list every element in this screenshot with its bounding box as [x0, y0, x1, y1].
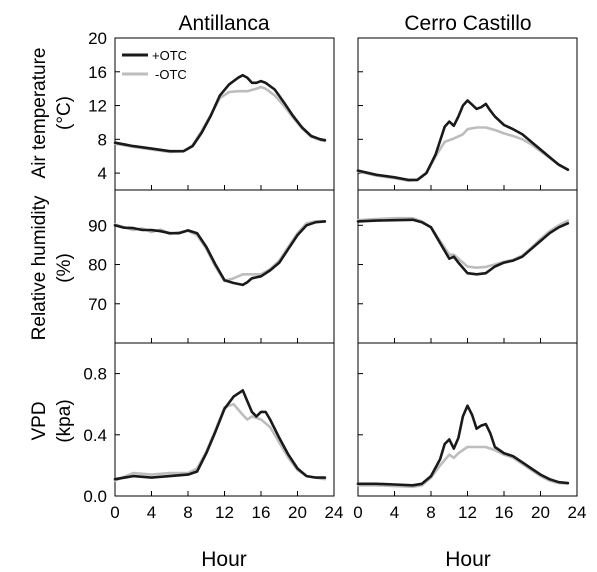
- series-line-plus-otc-r0c1: [356, 99, 570, 182]
- legend-label-plus-otc: +OTC: [152, 48, 187, 63]
- x-tick-label-r2c1-2: 8: [426, 503, 435, 522]
- x-tick-label-r2c0-0: 0: [110, 503, 119, 522]
- y-tick-label-r2c0-2: 0.8: [83, 365, 107, 384]
- y-tick-label-r0c0-4: 20: [88, 29, 107, 48]
- series-line-minus-otc-r2c1: [356, 445, 570, 489]
- x-tick-label-r2c0-4: 16: [252, 503, 271, 522]
- series-line-plus-otc-r1c0: [113, 220, 327, 287]
- x-tick-label-r2c1-0: 0: [353, 503, 362, 522]
- panel-frame-r0c1: [357, 37, 578, 191]
- ylabel-air-temperature: Air temperature: [29, 48, 50, 179]
- column-title-cerro-castillo: Cerro Castillo: [404, 12, 531, 35]
- y-tick-label-r0c0-2: 12: [88, 97, 107, 116]
- column-title-antillanca: Antillanca: [178, 12, 269, 35]
- ylabel-air-temperature-unit: (°C): [54, 96, 75, 130]
- panel-frame-r1c0: [114, 189, 335, 344]
- xlabel-hour-left: Hour: [201, 548, 247, 571]
- series-line-plus-otc-r2c1: [356, 404, 570, 487]
- xlabel-hour-right: Hour: [445, 548, 491, 571]
- ylabel-relative-humidity-unit: (%): [54, 253, 75, 283]
- y-tick-label-r2c0-0: 0.0: [83, 487, 107, 506]
- series-line-plus-otc-r1c1: [356, 218, 570, 276]
- panel-frame-r2c1: [357, 342, 578, 497]
- y-tick-label-r0c0-3: 16: [88, 63, 107, 82]
- series-line-plus-otc-r0c0: [113, 73, 327, 153]
- legend-label-minus-otc: -OTC: [155, 67, 187, 82]
- x-tick-label-r2c1-3: 12: [458, 503, 477, 522]
- x-tick-label-r2c0-1: 4: [147, 503, 156, 522]
- series-line-plus-otc-r2c0: [113, 389, 327, 481]
- legend: +OTC -OTC: [122, 48, 187, 82]
- x-tick-label-r2c1-1: 4: [390, 503, 399, 522]
- y-tick-label-r1c0-0: 70: [88, 295, 107, 314]
- x-tick-label-r2c0-3: 12: [215, 503, 234, 522]
- ylabel-vpd-unit: (kpa): [54, 399, 75, 442]
- x-tick-label-r2c0-6: 24: [325, 503, 344, 522]
- ylabel-vpd: VPD: [29, 401, 50, 440]
- y-tick-label-r1c0-1: 80: [88, 256, 107, 275]
- x-tick-label-r2c1-4: 16: [495, 503, 514, 522]
- x-tick-label-r2c1-5: 20: [531, 503, 550, 522]
- series-line-minus-otc-r2c0: [113, 402, 327, 482]
- x-tick-label-r2c0-2: 8: [183, 503, 192, 522]
- y-tick-label-r2c0-1: 0.4: [83, 426, 107, 445]
- y-tick-label-r1c0-2: 90: [88, 216, 107, 235]
- y-tick-label-r0c0-0: 4: [98, 164, 107, 183]
- series-line-minus-otc-r0c1: [356, 126, 570, 182]
- panels-layer: 4 8 12 16 20 70 80 90 0.0 0.4 0.8 0 4 8 12 16 20 24 0 4 8 12 1…: [83, 29, 586, 522]
- y-tick-label-r0c0-1: 8: [98, 130, 107, 149]
- panel-frame-r0c0: [114, 37, 335, 191]
- ylabel-relative-humidity: Relative humidity: [29, 195, 50, 340]
- x-tick-label-r2c1-6: 24: [568, 503, 587, 522]
- x-tick-label-r2c0-5: 20: [288, 503, 307, 522]
